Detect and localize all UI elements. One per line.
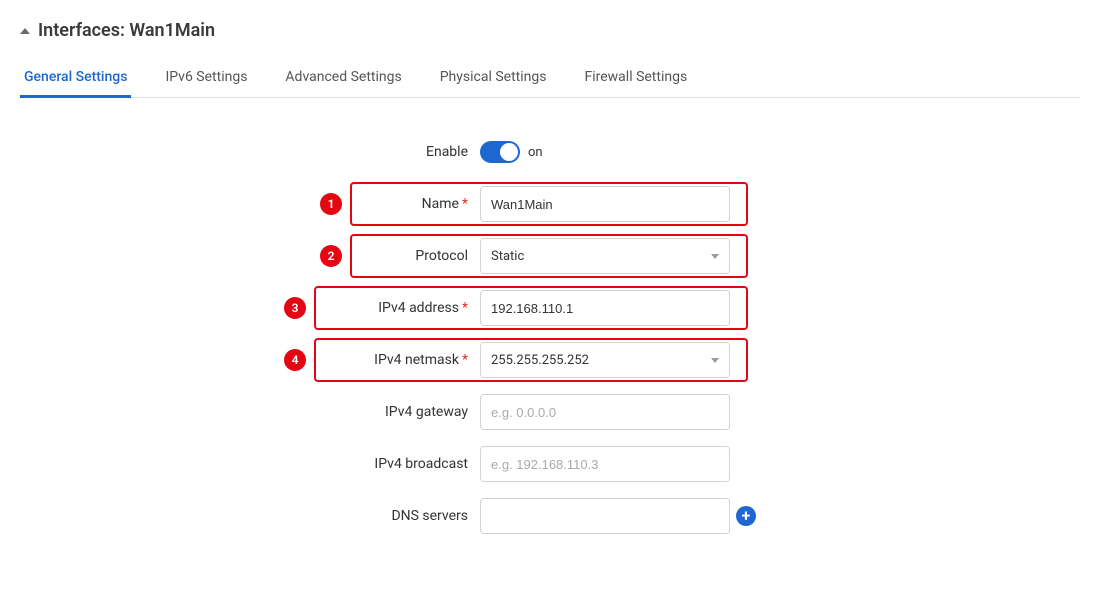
- ipv4-broadcast-label: IPv4 broadcast: [360, 456, 480, 472]
- plus-icon: +: [742, 508, 751, 524]
- chevron-down-icon: [711, 254, 719, 259]
- chevron-down-icon: [711, 358, 719, 363]
- ipv4-address-input[interactable]: [480, 290, 730, 326]
- enable-state-text: on: [528, 145, 543, 160]
- tab-advanced-settings[interactable]: Advanced Settings: [281, 59, 405, 98]
- tab-firewall-settings[interactable]: Firewall Settings: [580, 59, 691, 98]
- name-input[interactable]: [480, 186, 730, 222]
- callout-badge-4: 4: [284, 349, 306, 371]
- ipv4-netmask-label: IPv4 netmask*: [360, 352, 480, 368]
- ipv4-gateway-input[interactable]: [480, 394, 730, 430]
- ipv4-broadcast-input[interactable]: [480, 446, 730, 482]
- enable-toggle[interactable]: [480, 141, 520, 163]
- name-label: Name*: [360, 196, 480, 212]
- tab-general-settings[interactable]: General Settings: [20, 59, 131, 98]
- enable-label: Enable: [360, 144, 480, 160]
- tab-physical-settings[interactable]: Physical Settings: [436, 59, 551, 98]
- protocol-label: Protocol: [360, 248, 480, 264]
- add-dns-button[interactable]: +: [736, 506, 756, 526]
- tab-ipv6-settings[interactable]: IPv6 Settings: [161, 59, 251, 98]
- ipv4-gateway-label: IPv4 gateway: [360, 404, 480, 420]
- ipv4-netmask-value: 255.255.255.252: [491, 353, 589, 368]
- page-title: Interfaces: Wan1Main: [38, 20, 215, 41]
- tabs-container: General Settings IPv6 Settings Advanced …: [20, 59, 1080, 98]
- toggle-knob-icon: [500, 143, 518, 161]
- dns-input[interactable]: [480, 498, 730, 534]
- ipv4-address-label: IPv4 address*: [360, 300, 480, 316]
- dns-label: DNS servers: [360, 508, 480, 524]
- form-area: Enable on 1 Name* 2 Proto: [360, 134, 1080, 534]
- callout-badge-2: 2: [320, 245, 342, 267]
- collapse-chevron-icon[interactable]: [20, 28, 30, 34]
- protocol-value: Static: [491, 249, 524, 264]
- protocol-select[interactable]: Static: [480, 238, 730, 274]
- callout-badge-1: 1: [320, 193, 342, 215]
- callout-badge-3: 3: [284, 297, 306, 319]
- ipv4-netmask-select[interactable]: 255.255.255.252: [480, 342, 730, 378]
